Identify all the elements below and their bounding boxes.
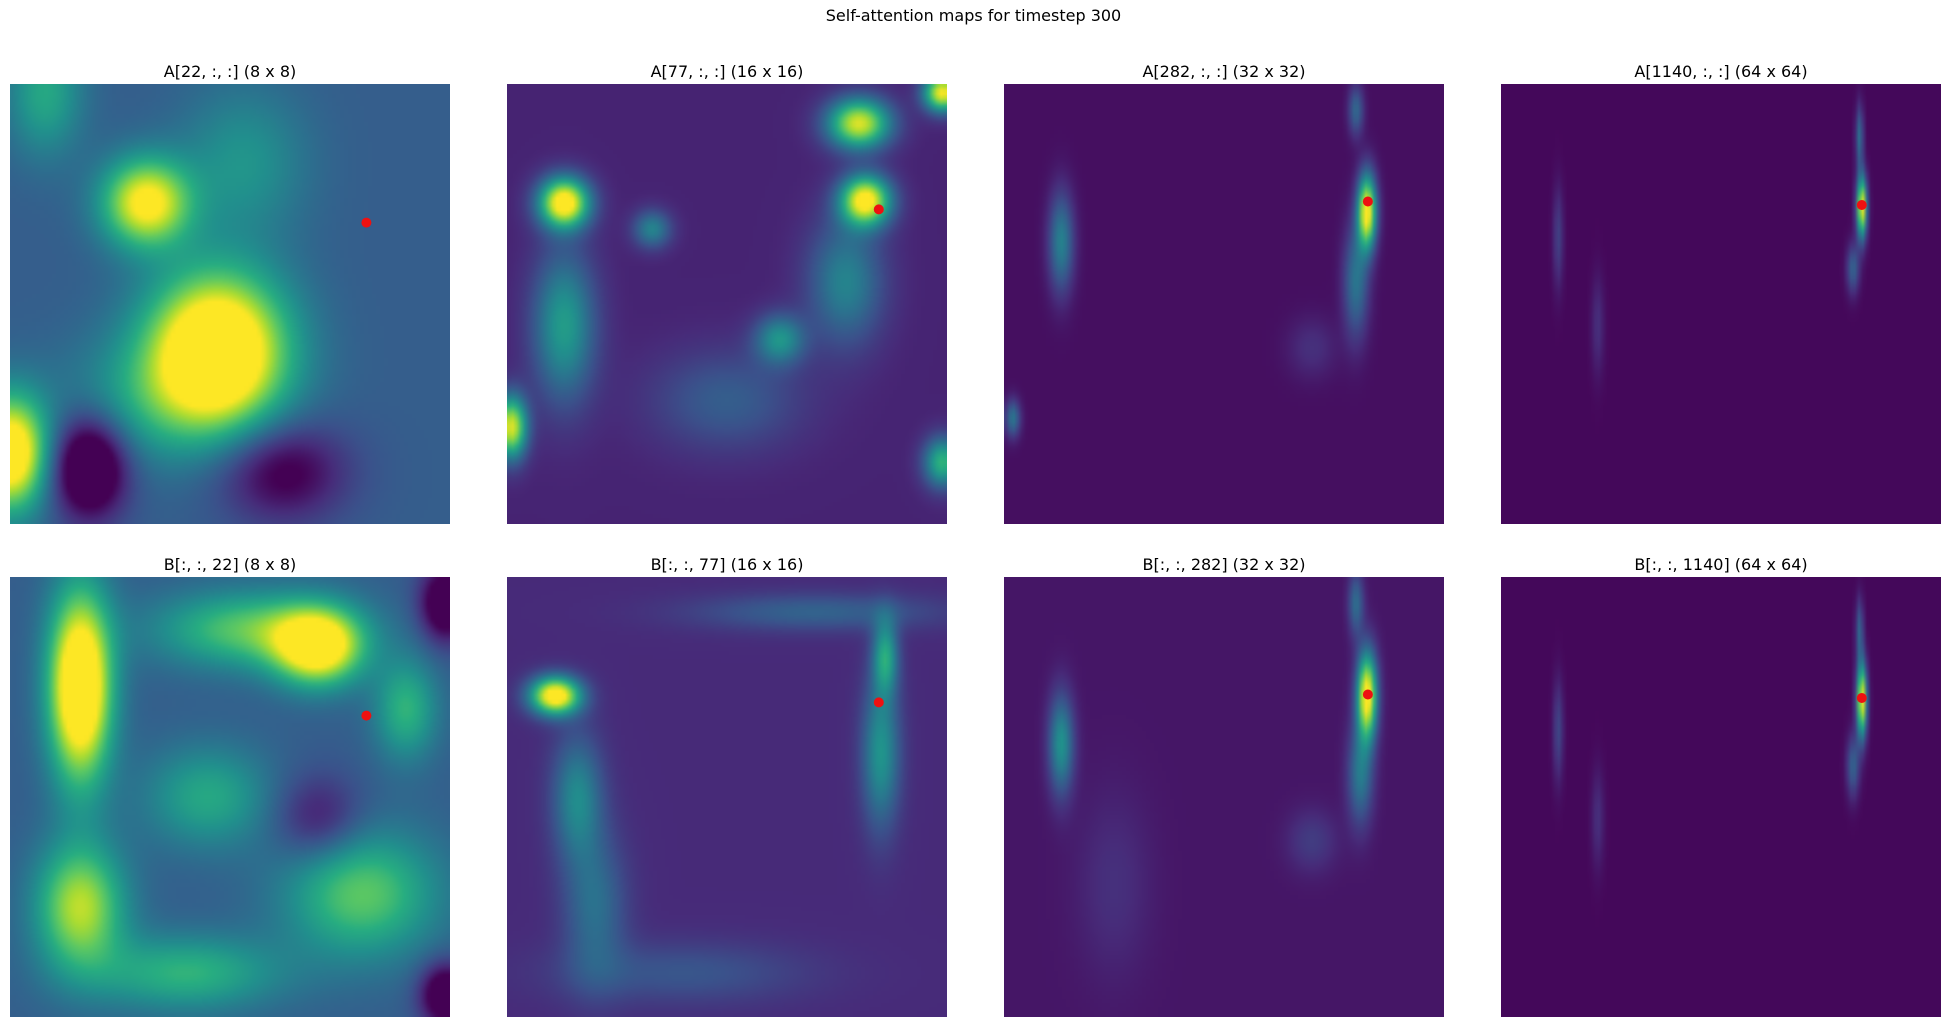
heatmap-svg — [10, 84, 450, 524]
heatmap-image — [1004, 84, 1444, 524]
attention-heatmap — [1501, 84, 1941, 524]
heatmap-svg — [1501, 577, 1941, 1017]
query-point-marker — [1857, 693, 1867, 703]
heatmap-image — [1501, 84, 1941, 524]
attention-heatmap — [10, 577, 450, 1017]
attention-heatmap — [507, 84, 947, 524]
panel-title: B[:, :, 22] (8 x 8) — [10, 555, 450, 575]
heatmap-svg — [507, 84, 947, 524]
query-point-marker — [1857, 200, 1867, 210]
heatmap-image — [1501, 577, 1941, 1017]
attention-heatmap — [1501, 577, 1941, 1017]
panel-title: B[:, :, 77] (16 x 16) — [507, 555, 947, 575]
heatmap-svg — [10, 577, 450, 1017]
query-point-marker — [874, 204, 884, 214]
query-point-marker — [1363, 196, 1373, 206]
heatmap-svg — [1004, 84, 1444, 524]
heatmap-image — [507, 84, 947, 524]
query-point-marker — [874, 697, 884, 707]
heatmap-image — [1004, 577, 1444, 1017]
heatmap-image — [10, 84, 450, 524]
attention-heatmap — [1004, 577, 1444, 1017]
heatmap-image — [507, 577, 947, 1017]
figure-title: Self-attention maps for timestep 300 — [0, 6, 1947, 26]
heatmap-svg — [1501, 84, 1941, 524]
heatmap-svg — [507, 577, 947, 1017]
panel-title: A[282, :, :] (32 x 32) — [1004, 62, 1444, 82]
panel-title: B[:, :, 282] (32 x 32) — [1004, 555, 1444, 575]
query-point-marker — [361, 711, 371, 721]
attention-heatmap — [10, 84, 450, 524]
attention-heatmap — [1004, 84, 1444, 524]
heatmap-svg — [1004, 577, 1444, 1017]
panel-title: B[:, :, 1140] (64 x 64) — [1501, 555, 1941, 575]
query-point-marker — [361, 218, 371, 228]
panel-title: A[77, :, :] (16 x 16) — [507, 62, 947, 82]
query-point-marker — [1363, 689, 1373, 699]
panel-title: A[22, :, :] (8 x 8) — [10, 62, 450, 82]
heatmap-image — [10, 577, 450, 1017]
attention-heatmap — [507, 577, 947, 1017]
panel-title: A[1140, :, :] (64 x 64) — [1501, 62, 1941, 82]
